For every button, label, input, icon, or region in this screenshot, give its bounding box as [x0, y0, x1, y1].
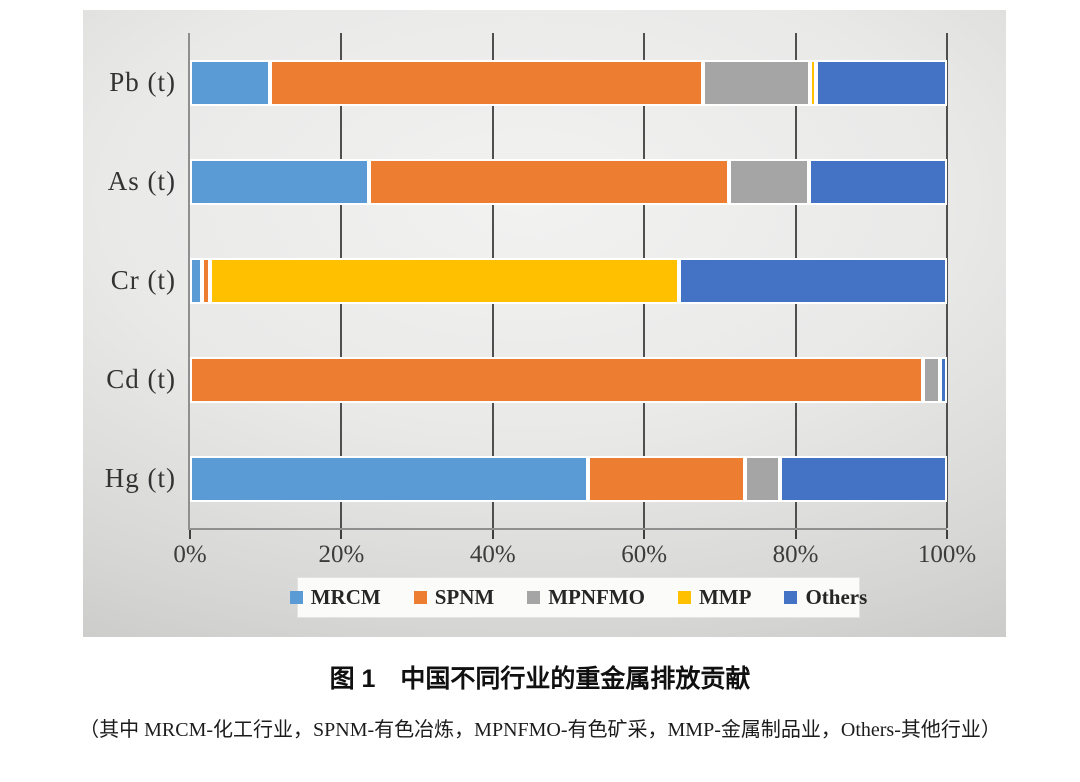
- plot-area: [188, 33, 948, 539]
- bar-segment-MRCM: [190, 59, 271, 106]
- legend-label-MMP: MMP: [698, 585, 752, 609]
- bar-segment-Others: [816, 59, 947, 106]
- bar-segment-MRCM: [190, 257, 203, 304]
- legend-label-MRCM: MRCM: [310, 585, 381, 609]
- x-tick-label: 40%: [469, 541, 516, 568]
- bar-segment-Others: [779, 455, 947, 502]
- legend-item-MMP: MMP: [677, 585, 752, 610]
- legend-swatch-SPNM: [413, 591, 427, 604]
- x-tick-label: 20%: [318, 541, 365, 568]
- chart-canvas: Pb (t) As (t) Cr (t) Cd (t) Hg (t) 0% 20% 40% 6…: [83, 10, 1006, 637]
- legend-swatch-MMP: [677, 591, 691, 604]
- bar-row-Cr: [190, 231, 947, 330]
- stacked-bar-Hg: [190, 455, 947, 502]
- legend-label-MPNFMO: MPNFMO: [548, 585, 645, 609]
- legend-label-Others: Others: [805, 585, 868, 609]
- category-label: As (t): [107, 166, 176, 196]
- axis-tick-0%: [189, 530, 191, 539]
- category-label: Pb (t): [109, 67, 176, 97]
- bar-segment-SPNM: [270, 59, 704, 106]
- bar-segment-MMP: [809, 59, 817, 106]
- legend-label-SPNM: SPNM: [434, 585, 495, 609]
- axis-tick-60%: [643, 530, 646, 539]
- chart-caption: （其中 MRCM-化工行业，SPNM-有色冶炼，MPNFMO-有色矿采，MMP-…: [79, 719, 1001, 741]
- bar-segment-SPNM: [369, 158, 729, 205]
- bar-rows: [190, 33, 947, 528]
- bar-segment-SPNM: [190, 356, 923, 403]
- bar-segment-MPNFMO: [728, 158, 810, 205]
- legend-swatch-Others: [784, 591, 798, 604]
- bar-row-Cd: [190, 330, 947, 429]
- bar-segment-MMP: [209, 257, 679, 304]
- stacked-bar-Cd: [190, 356, 947, 403]
- stacked-bar-Pb: [190, 59, 947, 106]
- bar-segment-SPNM: [588, 455, 745, 502]
- x-tick-label: 100%: [917, 541, 977, 568]
- bar-segment-Others: [940, 356, 947, 403]
- axis-tick-80%: [794, 530, 797, 539]
- x-tick-label: 60%: [621, 541, 668, 568]
- gridline-100%: [946, 33, 948, 528]
- y-axis-labels: Pb (t) As (t) Cr (t) Cd (t) Hg (t): [83, 33, 176, 528]
- category-label: Cr (t): [110, 265, 176, 295]
- x-axis-labels: 0% 20% 40% 60% 80% 100%: [173, 541, 976, 571]
- bar-row-As: [190, 132, 947, 231]
- category-label: Cd (t): [106, 364, 176, 394]
- bar-row-Pb: [190, 33, 947, 132]
- stacked-bar-Cr: [190, 257, 947, 304]
- x-tick-label: 80%: [772, 541, 819, 568]
- axis-tick-20%: [340, 530, 343, 539]
- bar-segment-MRCM: [190, 158, 370, 205]
- legend-item-MRCM: MRCM: [289, 585, 381, 610]
- legend-swatch-MRCM: [289, 591, 303, 604]
- x-tick-label: 0%: [173, 541, 207, 568]
- bar-segment-Others: [809, 158, 947, 205]
- bar-segment-MRCM: [190, 455, 589, 502]
- legend-swatch-MPNFMO: [527, 591, 541, 604]
- bar-segment-SPNM: [202, 257, 210, 304]
- legend: MRCM SPNM MPNFMO MMP Others: [289, 577, 867, 618]
- bar-segment-MPNFMO: [922, 356, 941, 403]
- chart-title: 图 1 中国不同行业的重金属排放贡献: [329, 665, 751, 693]
- legend-item-SPNM: SPNM: [413, 585, 495, 610]
- legend-item-MPNFMO: MPNFMO: [527, 585, 645, 610]
- bar-row-Hg: [190, 429, 947, 528]
- axis-tick-100%: [946, 530, 948, 539]
- bar-segment-MPNFMO: [744, 455, 780, 502]
- axis-tick-40%: [491, 530, 494, 539]
- legend-item-Others: Others: [784, 585, 867, 610]
- bar-segment-Others: [679, 257, 947, 304]
- stacked-bar-As: [190, 158, 947, 205]
- bar-segment-MPNFMO: [703, 59, 810, 106]
- category-label: Hg (t): [104, 463, 176, 493]
